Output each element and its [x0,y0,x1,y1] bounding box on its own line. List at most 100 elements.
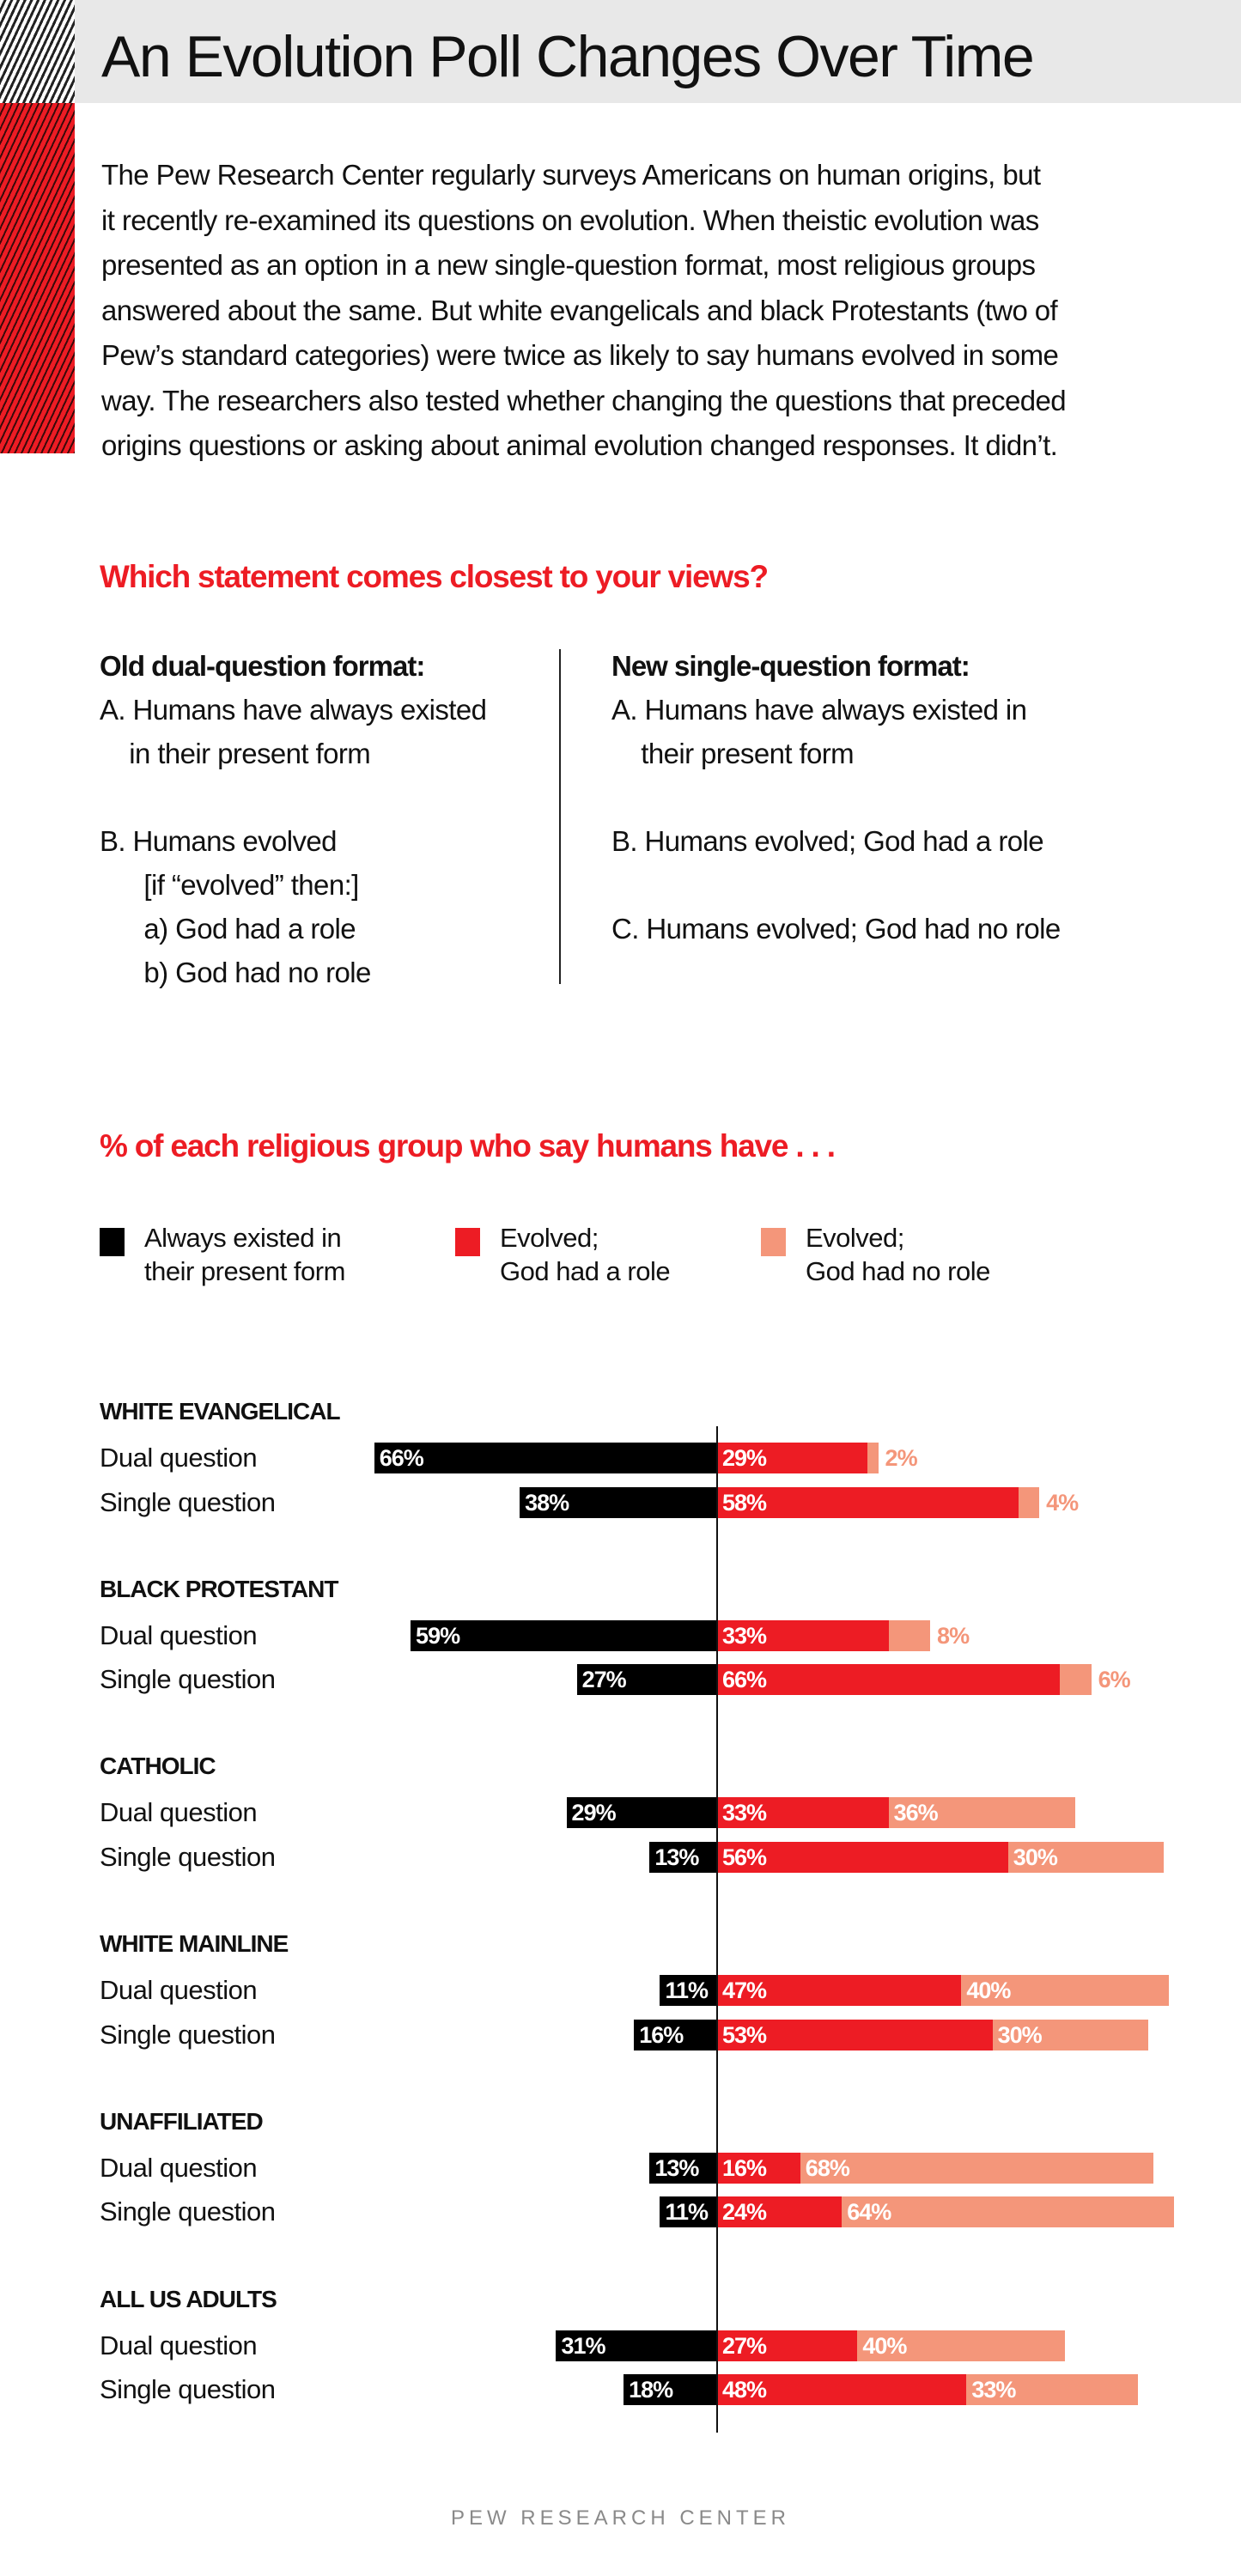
legend-swatch-black [100,1228,125,1256]
value-label-god-role: 24% [722,2199,767,2226]
old-format-heading: Old dual-question format: [100,650,425,682]
legend-label: Always existed in their present form [144,1223,345,1286]
value-label-always: 11% [665,2199,709,2226]
group-label: BLACK PROTESTANT [100,1575,338,1602]
row-label: Single question [100,1486,276,1517]
value-label-always: 27% [581,1667,627,1693]
row-label: Single question [100,2019,276,2050]
bar-god-had-role [717,1797,889,1829]
bar-god-had-role [717,1486,1019,1518]
bar-god-had-role [717,1975,962,2007]
value-label-no-role: 30% [997,2021,1043,2048]
bar-god-no-role [961,1975,1170,2007]
value-label-no-role: 40% [862,2332,907,2359]
value-label-no-role: 64% [847,2199,891,2226]
bar-god-no-role [1060,1664,1092,1696]
old-format-option: B. Humans evolved [100,825,338,857]
intro-line: Pew’s standard categories) were twice as… [101,339,1059,371]
value-label-always: 13% [654,1844,699,1870]
group-label: UNAFFILIATED [100,2107,264,2135]
footer-credit: PEW RESEARCH CENTER [450,2506,791,2530]
bar-always-existed [634,2019,717,2050]
group-label: CATHOLIC [100,1753,216,1780]
intro-line: origins questions or asking about animal… [101,429,1058,461]
row-label: Single question [100,2196,276,2227]
value-label-always: 29% [571,1800,617,1826]
row-label: Single question [100,1841,276,1872]
bar-god-no-role [1018,1486,1040,1518]
new-format-heading: New single-question format: [611,650,970,682]
old-format-column: Old dual-question format: A. Humans have… [100,644,551,994]
row-label: Dual question [100,2152,258,2183]
legend-swatch-salmon [761,1228,786,1256]
bar-always-existed [649,2152,717,2184]
value-label-no-role: 33% [971,2377,1016,2403]
group-label: WHITE EVANGELICAL [100,1398,341,1425]
bar-god-had-role [717,2019,993,2050]
header-band [0,0,1241,103]
value-label-no-role: 30% [1013,1844,1058,1870]
intro-paragraph: The Pew Research Center regularly survey… [101,153,1067,469]
decorative-stripe [0,0,75,103]
bar-always-existed [556,2330,717,2361]
intro-line: it recently re-examined its questions on… [101,204,1039,236]
bar-god-no-role [800,2152,1154,2184]
value-label-god-role: 16% [722,2154,767,2181]
value-label-god-role: 29% [722,1445,767,1471]
legend-label: Evolved; God had a role [500,1223,671,1286]
old-format-option: b) God had no role [100,957,371,988]
value-label-god-role: 47% [722,1978,767,2004]
decorative-red-stripe [0,103,75,453]
row-label: Single question [100,2374,276,2404]
bar-god-no-role [888,1619,931,1651]
intro-line: answered about the same. But white evang… [101,294,1058,326]
question-heading: Which statement comes closest to your vi… [100,559,769,594]
value-label-no-role: 68% [805,2154,850,2181]
bar-always-existed [660,2196,717,2228]
group-label: ALL US ADULTS [100,2285,277,2312]
bar-god-had-role [717,2152,800,2184]
new-format-option: B. Humans evolved; God had a role [611,825,1044,857]
value-label-god-role: 48% [722,2377,767,2403]
new-format-option [611,863,1213,907]
intro-line: way. The researchers also tested whether… [101,384,1067,416]
value-label-god-role: 53% [722,2021,767,2048]
value-label-god-role: 27% [722,2332,767,2359]
value-label-always: 38% [525,1489,569,1516]
row-label: Dual question [100,1443,258,1473]
new-format-option: C. Humans evolved; God had no role [611,913,1061,945]
legend-label: Evolved; God had no role [806,1223,990,1286]
zero-axis-line [716,1426,718,2433]
bar-god-had-role [717,1664,1061,1696]
bar-god-had-role [717,2374,967,2405]
value-label-always: 66% [379,1445,424,1471]
old-format-option: a) God had a role [100,913,356,945]
row-label: Dual question [100,2330,258,2360]
intro-line: The Pew Research Center regularly survey… [101,159,1041,191]
value-label-no-role: 36% [893,1800,939,1826]
value-label-no-role: 40% [966,1978,1011,2004]
old-format-option: A. Humans have always existed [100,694,487,726]
bar-always-existed [624,2374,717,2405]
old-format-option: in their present form [100,738,371,769]
bar-always-existed [566,1797,717,1829]
page-title: An Evolution Poll Changes Over Time [101,24,1035,89]
row-label: Dual question [100,1797,258,1828]
bar-god-had-role [717,1443,868,1473]
bar-god-had-role [717,1619,889,1651]
legend-swatch-red [455,1228,480,1256]
row-label: Dual question [100,1975,258,2006]
bar-god-no-role [857,2330,1066,2361]
value-label-no-role: 2% [885,1445,918,1471]
bar-god-no-role [888,1797,1076,1829]
bar-god-no-role [966,2374,1139,2405]
bar-always-existed [411,1619,717,1651]
value-label-always: 18% [629,2377,673,2403]
value-label-no-role: 4% [1046,1489,1079,1516]
bar-always-existed [520,1486,717,1518]
bar-god-had-role [717,2196,843,2228]
bar-always-existed [374,1443,717,1473]
bar-always-existed [649,1841,717,1873]
value-label-always: 59% [416,1622,460,1649]
value-label-always: 13% [654,2154,699,2181]
